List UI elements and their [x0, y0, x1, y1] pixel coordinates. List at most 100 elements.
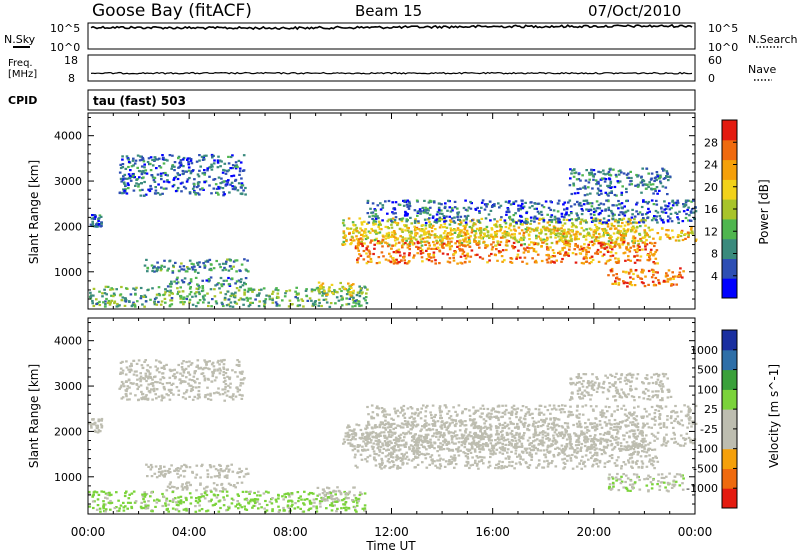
data-cell	[125, 395, 128, 398]
data-cell	[521, 260, 524, 263]
data-cell	[643, 243, 647, 246]
data-cell	[122, 506, 126, 509]
data-cell	[413, 254, 416, 257]
data-cell	[181, 181, 184, 184]
data-cell	[636, 429, 640, 432]
data-cell	[207, 378, 210, 381]
data-cell	[224, 385, 227, 389]
data-cell	[371, 229, 375, 232]
data-cell	[658, 189, 661, 192]
data-cell	[325, 293, 328, 296]
data-cell	[397, 241, 401, 244]
data-cell	[119, 371, 123, 374]
data-cell	[177, 157, 180, 160]
data-cell	[182, 475, 186, 478]
data-cell	[427, 230, 430, 233]
data-cell	[175, 371, 179, 374]
data-cell	[639, 225, 642, 228]
data-cell	[442, 435, 445, 439]
data-cell	[419, 241, 422, 244]
data-cell	[610, 191, 613, 194]
data-cell	[651, 183, 655, 186]
data-cell	[570, 446, 574, 449]
data-cell	[341, 243, 345, 246]
data-cell	[601, 254, 604, 258]
data-cell	[125, 387, 129, 391]
data-cell	[200, 464, 203, 468]
data-cell	[584, 249, 588, 252]
data-cell	[373, 208, 377, 211]
data-cell	[309, 507, 313, 510]
data-cell	[221, 393, 225, 396]
data-cell	[486, 445, 490, 448]
data-cell	[484, 246, 487, 249]
data-cell	[186, 267, 190, 270]
data-cell	[174, 175, 178, 178]
data-cell	[371, 214, 375, 217]
data-cell	[139, 155, 142, 158]
data-cell	[486, 231, 490, 234]
data-cell	[402, 256, 406, 259]
data-cell	[457, 441, 461, 444]
data-cell	[244, 193, 247, 196]
data-cell	[197, 288, 200, 291]
data-cell	[473, 238, 476, 241]
data-cell	[597, 242, 601, 245]
data-cell	[166, 469, 170, 473]
data-cell	[432, 240, 435, 244]
data-cell	[196, 173, 200, 176]
data-cell	[329, 504, 332, 507]
data-cell	[592, 235, 596, 238]
data-cell	[667, 202, 671, 205]
data-cell	[506, 423, 510, 426]
data-cell	[268, 295, 271, 298]
data-cell	[118, 507, 121, 510]
data-cell	[323, 290, 326, 293]
data-cell	[450, 207, 454, 210]
data-cell	[219, 369, 222, 372]
data-cell	[680, 229, 684, 232]
data-cell	[230, 294, 234, 297]
data-cell	[237, 279, 241, 282]
data-cell	[479, 444, 483, 447]
data-cell	[364, 427, 367, 430]
data-cell	[151, 378, 154, 381]
data-cell	[623, 281, 627, 284]
data-cell	[501, 232, 505, 235]
data-cell	[326, 293, 330, 296]
data-cell	[234, 259, 237, 262]
data-cell	[160, 395, 164, 398]
data-cell	[401, 240, 405, 243]
data-cell	[626, 220, 630, 223]
data-cell	[615, 194, 618, 197]
data-cell	[191, 295, 194, 298]
data-cell	[488, 236, 491, 239]
data-cell	[489, 209, 493, 212]
data-cell	[173, 177, 176, 180]
data-cell	[440, 209, 443, 212]
data-cell	[231, 470, 235, 473]
data-cell	[612, 428, 615, 431]
data-cell	[468, 260, 471, 263]
data-cell	[393, 231, 397, 234]
data-cell	[157, 183, 160, 186]
data-cell	[358, 304, 361, 308]
data-cell	[602, 221, 605, 224]
data-cell	[441, 244, 444, 247]
data-cell	[209, 392, 212, 395]
data-cell	[547, 439, 551, 442]
data-cell	[393, 244, 397, 247]
data-cell	[377, 445, 380, 448]
data-cell	[179, 297, 182, 300]
data-cell	[636, 274, 639, 277]
data-cell	[136, 300, 139, 303]
data-cell	[225, 394, 229, 397]
data-cell	[124, 373, 128, 376]
data-cell	[391, 231, 394, 234]
data-cell	[152, 387, 156, 390]
data-cell	[639, 277, 642, 280]
data-cell	[460, 242, 464, 245]
data-cell	[163, 465, 166, 468]
data-cell	[222, 504, 226, 507]
data-cell	[355, 510, 358, 513]
